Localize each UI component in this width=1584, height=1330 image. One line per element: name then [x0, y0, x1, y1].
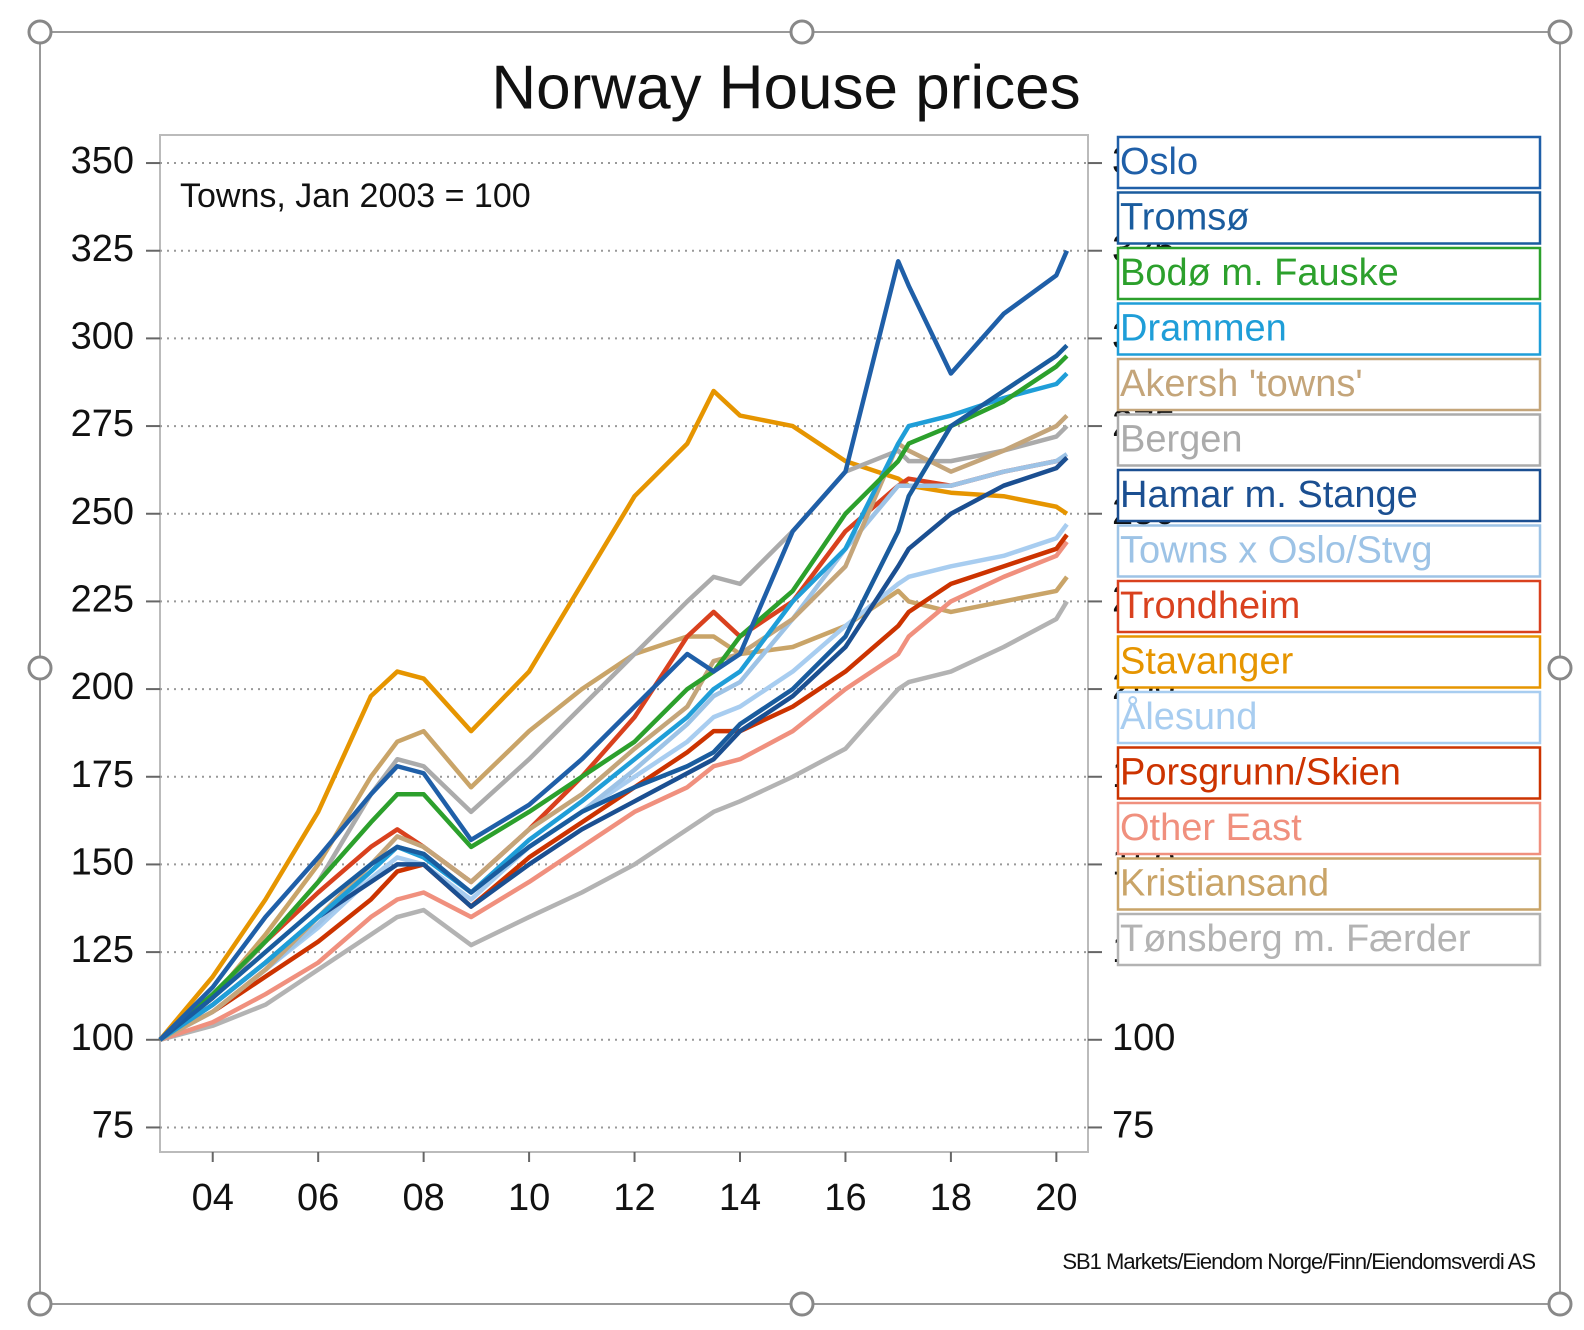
legend-label: Stavanger — [1120, 641, 1294, 683]
x-tick-label: 14 — [719, 1177, 761, 1219]
legend-label: Porsgrunn/Skien — [1120, 752, 1401, 794]
legend-box — [1116, 857, 1542, 911]
legend-box — [1116, 801, 1542, 856]
series-line — [158, 343, 1069, 1042]
legend-label: Other East — [1120, 807, 1302, 849]
handle — [27, 655, 53, 681]
series-line — [158, 533, 1069, 1042]
series-line — [158, 455, 1068, 1042]
legend-label: Drammen — [1120, 308, 1287, 350]
chart-title: Norway House prices — [491, 53, 1080, 122]
x-tick-label: 12 — [613, 1177, 655, 1219]
handle — [789, 1291, 815, 1317]
y-tick-label: 250 — [71, 491, 134, 533]
y2-tick-label: 75 — [1112, 1104, 1154, 1146]
legend-label: Trondheim — [1120, 585, 1300, 627]
legend-label: Kristiansand — [1120, 863, 1329, 905]
y-tick-label: 200 — [71, 666, 134, 708]
legend-box — [1116, 135, 1542, 190]
legend-box — [1116, 524, 1542, 578]
y-tick-label: 300 — [71, 315, 134, 357]
handle — [27, 1291, 53, 1317]
y-tick-label: 350 — [71, 140, 134, 182]
x-tick-label: 16 — [824, 1177, 866, 1219]
legend-label: Tromsø — [1120, 197, 1249, 239]
legend-box — [1116, 246, 1542, 301]
handle — [789, 19, 815, 45]
series-line — [158, 249, 1069, 1042]
handle — [27, 19, 53, 45]
legend-box — [1116, 635, 1542, 689]
legend-box — [1116, 191, 1542, 245]
legend-box — [1116, 690, 1542, 745]
x-tick-label: 08 — [402, 1177, 444, 1219]
legend-box — [1116, 413, 1542, 467]
legend-label: Bergen — [1120, 419, 1243, 461]
y-tick-label: 175 — [71, 754, 134, 796]
legend-label: Tønsberg m. Færder — [1120, 918, 1471, 960]
legend-label: Oslo — [1120, 141, 1198, 183]
annotation: Towns, Jan 2003 = 100 — [180, 177, 531, 215]
series-line — [158, 456, 1069, 1042]
handle — [1547, 1291, 1573, 1317]
x-tick-label: 20 — [1035, 1177, 1077, 1219]
y-tick-label: 325 — [71, 228, 134, 270]
series-line — [158, 354, 1069, 1042]
legend-label: Bodø m. Fauske — [1120, 252, 1399, 294]
legend-label: Hamar m. Stange — [1120, 474, 1418, 516]
legend-box — [1116, 302, 1542, 356]
legend-box — [1116, 468, 1542, 523]
y-tick-label: 125 — [71, 929, 134, 971]
legend-box — [1116, 912, 1542, 967]
legend-box — [1116, 579, 1542, 634]
legend-label: Towns x Oslo/Stvg — [1120, 530, 1433, 572]
selection-handles — [27, 19, 1573, 1317]
handle — [1547, 19, 1573, 45]
x-tick-label: 04 — [192, 1177, 234, 1219]
plot-area — [159, 134, 1089, 1153]
legend-label: Akersh 'towns' — [1120, 363, 1363, 405]
handle — [1547, 655, 1573, 681]
legend-box — [1116, 357, 1542, 412]
x-tick-label: 06 — [297, 1177, 339, 1219]
x-tick-label: 18 — [930, 1177, 972, 1219]
series-line — [158, 371, 1069, 1042]
source: SB1 Markets/Eiendom Norge/Finn/Eiendomsv… — [1062, 1249, 1535, 1274]
y2-tick-label: 100 — [1112, 1017, 1175, 1059]
series-line — [158, 522, 1069, 1042]
y-tick-label: 100 — [71, 1017, 134, 1059]
y-tick-label: 225 — [71, 578, 134, 620]
series-line — [158, 388, 1069, 1042]
legend-label: Ålesund — [1120, 694, 1257, 738]
series-line — [158, 575, 1069, 1042]
series-line — [159, 600, 1069, 1042]
legend-box — [1116, 746, 1542, 800]
x-tick-label: 10 — [508, 1177, 550, 1219]
series-line — [159, 540, 1069, 1042]
y-tick-label: 275 — [71, 403, 134, 445]
y-tick-label: 75 — [92, 1104, 134, 1146]
y-tick-label: 150 — [71, 841, 134, 883]
